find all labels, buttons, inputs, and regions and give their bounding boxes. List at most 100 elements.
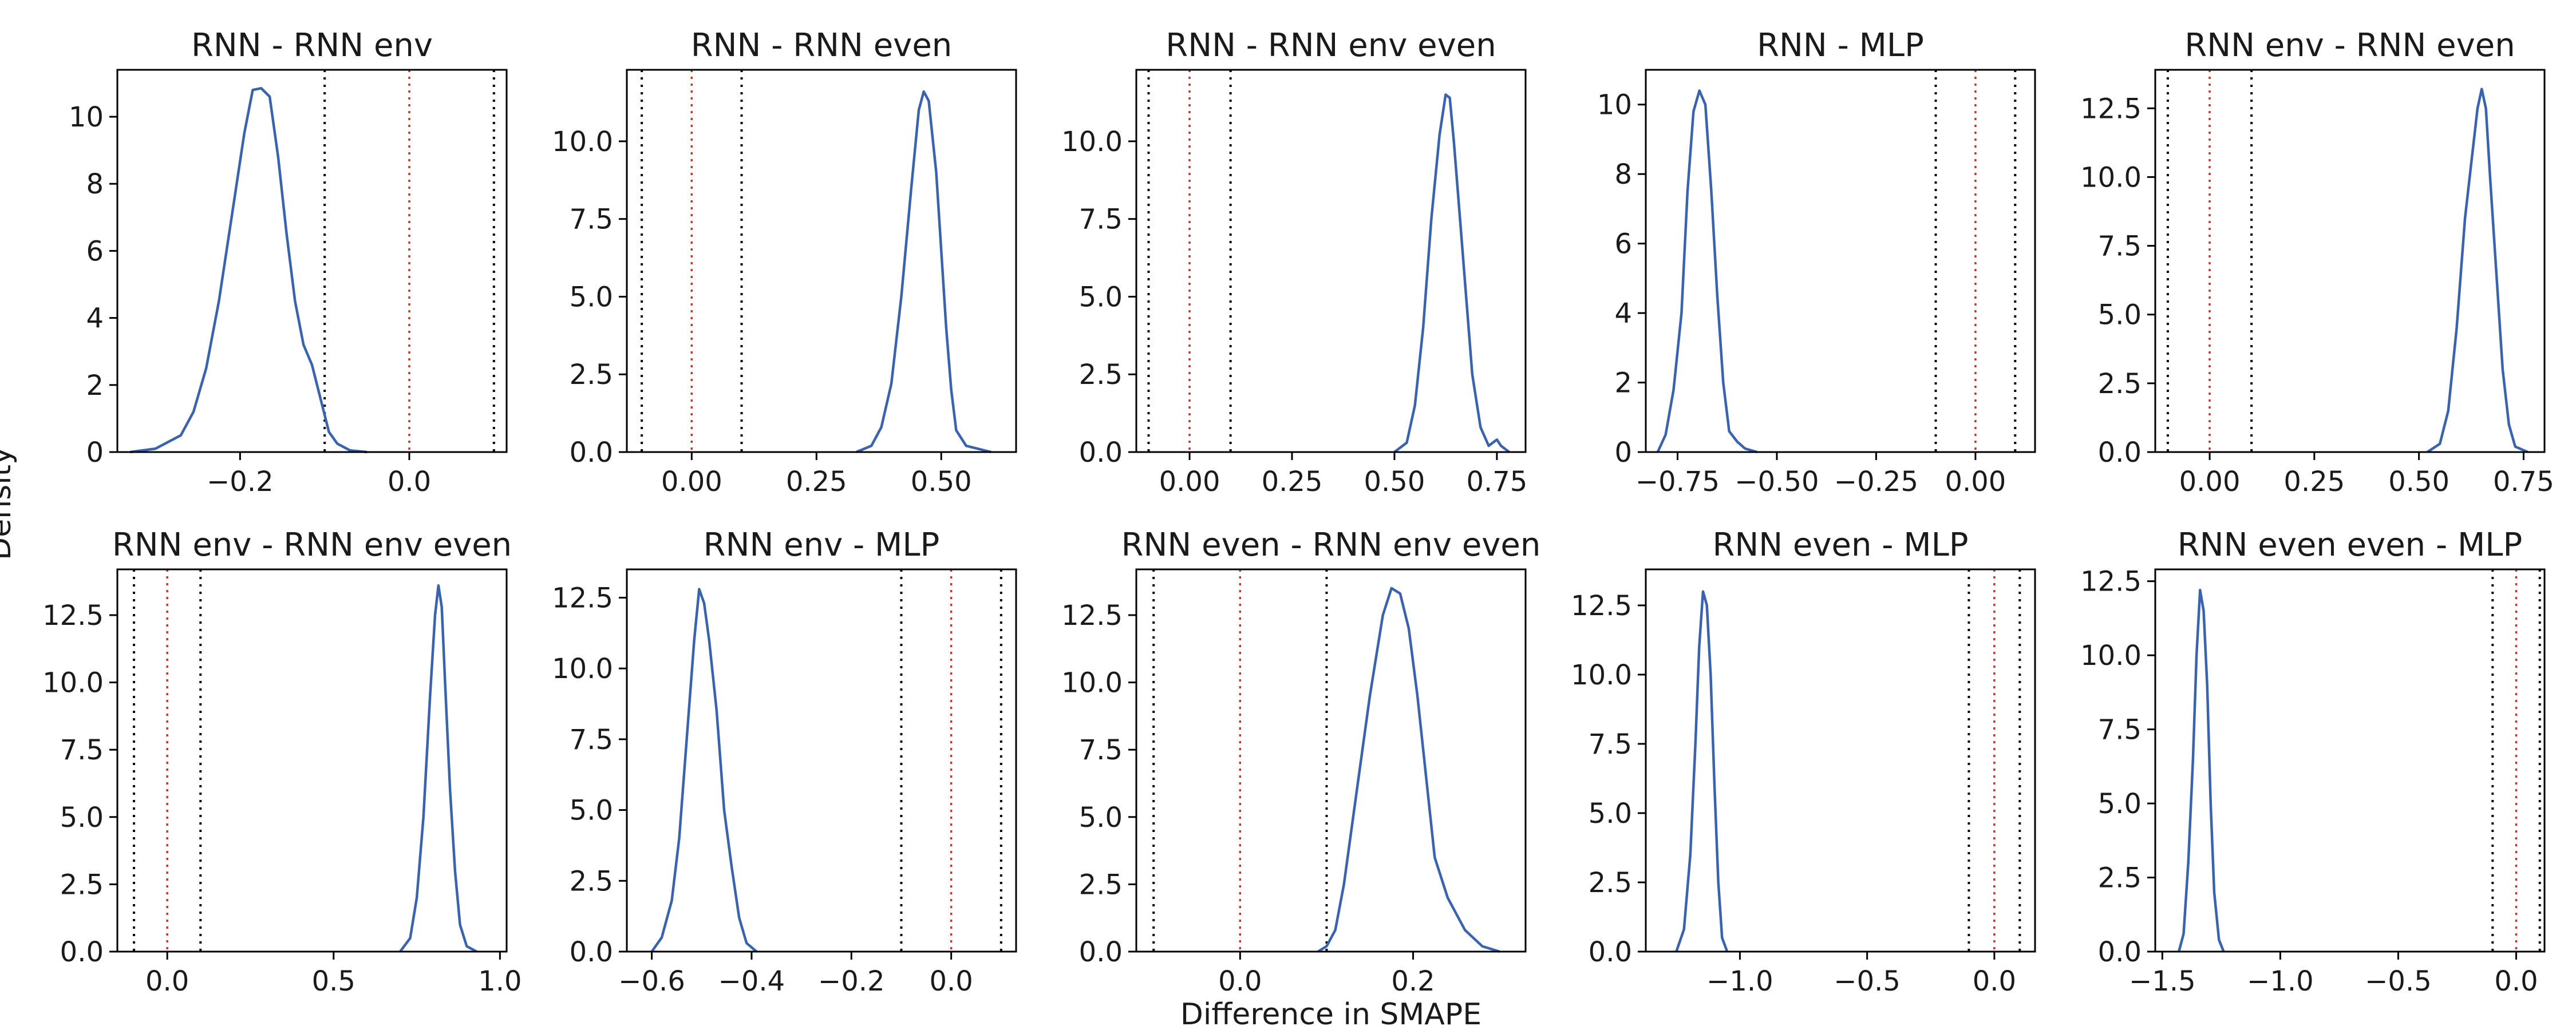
x-tick-label: −1.0 (1706, 965, 1773, 997)
y-tick-label: 2.5 (60, 869, 104, 901)
x-tick-label: −0.4 (718, 965, 785, 997)
x-tick-label: −0.6 (618, 965, 685, 997)
panel-7: RNN env - MLP −0.6 −0.4 −0.2 0.0 0.0 2.5 5.0 7.5… (552, 526, 1017, 997)
panel-4: RNN - MLP −0.75 −0.50 −0.25 0.00 0 2 4 6 8 10 (1597, 27, 2036, 498)
y-tick-label: 10.0 (1061, 126, 1123, 158)
y-tick-label: 2.5 (570, 359, 613, 391)
y-tick-label: 2.5 (1589, 867, 1632, 899)
y-tick-label: 5.0 (570, 795, 613, 827)
y-tick-label: 10 (1597, 89, 1632, 121)
x-tick-label: −0.5 (1834, 965, 1901, 997)
x-tick-label: 0.0 (1218, 965, 1262, 997)
x-tick-label: 0.00 (1159, 466, 1220, 498)
x-tick-label: 0.25 (786, 466, 847, 498)
panel-title: RNN even even - MLP (2178, 526, 2522, 564)
y-tick-label: 2.5 (1079, 359, 1123, 391)
y-tick-label: 2.5 (570, 865, 613, 897)
y-tick-label: 12.5 (1571, 590, 1632, 622)
plot-frame (2154, 568, 2546, 953)
density-curve (1393, 93, 1510, 453)
y-tick-label: 7.5 (1079, 734, 1123, 766)
y-tick-label: 0.0 (1079, 936, 1123, 968)
x-tick-label: 0.75 (2493, 466, 2554, 498)
y-tick-label: 10.0 (42, 667, 104, 699)
plot-frame (626, 69, 1017, 453)
plot-frame (1135, 69, 1527, 453)
y-tick-label: 0.0 (570, 936, 613, 968)
x-tick-label: 0.25 (2283, 466, 2345, 498)
y-tick-label: 2 (86, 370, 104, 402)
panel-title: RNN - RNN env (191, 27, 433, 64)
y-tick-label: 7.5 (2098, 231, 2142, 263)
x-tick-label: 0.0 (929, 965, 973, 997)
plot-frame (1645, 568, 2036, 953)
y-tick-label: 7.5 (60, 734, 104, 766)
x-tick-label: −0.5 (2365, 965, 2432, 997)
y-tick-label: 2.5 (1079, 869, 1123, 901)
y-tick-label: 12.5 (2080, 93, 2142, 125)
panel-title: RNN - MLP (1757, 27, 1924, 64)
density-curve (1675, 590, 1729, 952)
plot-frame (1645, 69, 2036, 453)
plot-frame (626, 568, 1017, 953)
panel-8: RNN even - RNN env even 0.0 0.2 0.0 2.5 5.0 7.… (1061, 526, 1540, 997)
x-tick-label: −0.75 (1635, 466, 1720, 498)
panel-title: RNN env - RNN even (2184, 27, 2515, 64)
density-curve (1317, 587, 1500, 953)
y-tick-label: 10.0 (552, 126, 613, 158)
panel-title: RNN env - RNN env even (112, 526, 512, 564)
y-tick-label: 10 (69, 101, 104, 133)
panel-title: RNN even - MLP (1712, 526, 1968, 564)
y-tick-label: 5.0 (1079, 281, 1123, 313)
x-tick-label: 0.75 (1466, 466, 1527, 498)
y-tick-label: 7.5 (1589, 728, 1632, 760)
y-tick-label: 7.5 (2098, 714, 2142, 746)
y-tick-label: 10.0 (552, 653, 613, 685)
plot-frame (116, 568, 508, 953)
y-tick-label: 0 (86, 437, 104, 469)
panel-6: RNN env - RNN env even 0.0 0.5 1.0 0.0 2.5 5.0… (42, 526, 521, 997)
x-tick-label: −1.5 (2129, 965, 2196, 997)
x-tick-label: 0.50 (1364, 466, 1425, 498)
panel-10: RNN even even - MLP −1.5 −1.0 −0.5 0.0 0.0 2.5… (2080, 526, 2546, 997)
x-tick-label: 0.50 (911, 466, 972, 498)
y-tick-label: 7.5 (570, 724, 613, 756)
y-tick-label: 4 (86, 303, 104, 335)
y-tick-label: 10.0 (1571, 659, 1632, 691)
y-tick-label: 2 (1614, 367, 1632, 399)
plot-frame (2154, 69, 2546, 453)
y-tick-label: 7.5 (1079, 204, 1123, 236)
y-tick-label: 10.0 (2080, 640, 2142, 672)
y-tick-label: 0.0 (2098, 437, 2142, 469)
y-tick-label: 0.0 (1589, 936, 1632, 968)
density-curve (856, 90, 991, 454)
x-tick-label: −0.2 (207, 466, 274, 498)
y-tick-label: 0.0 (2098, 936, 2142, 968)
density-curve (2427, 88, 2528, 454)
y-tick-label: 10.0 (2080, 161, 2142, 193)
panel-title: RNN even - RNN env even (1121, 526, 1541, 564)
panel-2: RNN - RNN even 0.00 0.25 0.50 0.0 2.5 5.0 7.5 10… (552, 27, 1017, 498)
y-tick-label: 12.5 (1061, 600, 1123, 632)
x-tick-label: 0.5 (312, 965, 355, 997)
plot-frame (116, 69, 508, 453)
density-curve (399, 584, 477, 953)
y-axis-label: Density (0, 447, 18, 560)
y-tick-label: 5.0 (570, 281, 613, 313)
x-tick-label: 1.0 (478, 965, 521, 997)
panel-title: RNN - RNN even (691, 27, 953, 64)
density-curve (129, 86, 368, 454)
y-tick-label: 7.5 (570, 204, 613, 236)
x-tick-label: 0.0 (2494, 965, 2538, 997)
y-tick-label: 0.0 (1079, 437, 1123, 469)
y-tick-label: 4 (1614, 298, 1632, 330)
y-tick-label: 5.0 (2098, 299, 2142, 331)
y-tick-label: 6 (1614, 228, 1632, 260)
density-curve (1656, 89, 1757, 454)
panel-9: RNN even - MLP −1.0 −0.5 0.0 0.0 2.5 5.0 7.5 10.… (1571, 526, 2036, 997)
panel-1: RNN - RNN env −0.2 0.0 0 2 4 6 8 10 (69, 27, 508, 498)
y-tick-label: 5.0 (2098, 788, 2142, 820)
y-tick-label: 2.5 (2098, 368, 2142, 400)
x-tick-label: 0.00 (661, 466, 722, 498)
y-tick-label: 2.5 (2098, 862, 2142, 894)
